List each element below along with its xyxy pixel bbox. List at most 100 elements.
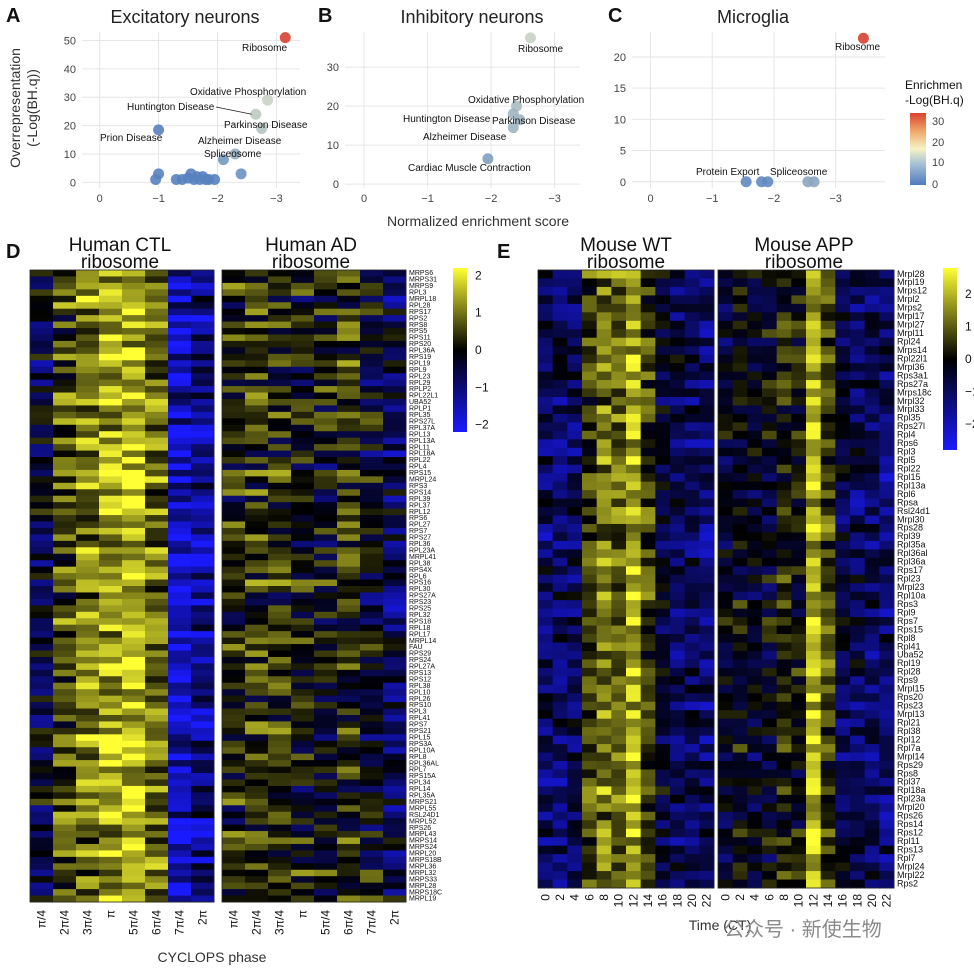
heatmap-cell [776,591,792,601]
heatmap-cell [640,701,656,711]
row-label: Mrpl14 [897,751,925,761]
heatmap-cell [699,278,715,288]
heatmap-cell [864,430,880,440]
heatmap-cell [222,727,246,735]
data-point [740,176,752,188]
heatmap-cell [835,557,851,567]
heatmap-cell [122,831,146,838]
heatmap-cell [655,650,671,660]
heatmap-cell [245,734,269,742]
heatmap-cell [53,753,77,761]
heatmap-cell [291,521,315,529]
heatmap-cell [776,566,792,576]
heatmap-cell [291,650,315,658]
heatmap-cell [291,315,315,322]
heatmap-cell [640,777,656,787]
row-label: Rpl23a [897,794,926,804]
heatmap-cell [596,456,612,466]
data-point [507,122,519,134]
heatmap-cell [747,363,763,372]
heatmap-cell [145,379,169,387]
heatmap-cell [145,727,169,735]
row-label: MRPS33 [409,876,437,883]
heatmap-cell [222,424,246,432]
heatmap-cell [850,845,866,855]
heatmap-cell [245,373,269,381]
heatmap-cell [762,591,778,601]
heatmap-cell [268,418,292,426]
heatmap-cell [191,856,215,864]
heatmap-cell [191,824,215,832]
heatmap-cell [640,693,656,703]
heatmap-cell [268,760,292,767]
heatmap-cell [76,760,100,767]
heatmap-cell [222,566,246,574]
heatmap-cell [879,744,895,753]
heatmap-cell [99,373,123,381]
heatmap-cell [582,761,598,770]
heatmap-cell [655,701,671,711]
heatmap-cell [360,457,384,464]
heatmap-cell [835,363,851,372]
heatmap-cell [314,714,338,722]
heatmap-cell [191,747,215,755]
heatmap-cell [864,845,880,855]
heatmap-cell [747,854,763,864]
heatmap-cell [718,532,734,542]
heatmap-cell [314,392,338,400]
column-tick-label: 12 [806,894,820,908]
heatmap-cell [835,270,851,279]
heatmap-cell [879,270,895,279]
heatmap-cell [245,779,269,787]
colorbar-tick-label: 2 [475,268,482,282]
heatmap-cell [245,805,269,813]
heatmap-cell [567,854,583,864]
heatmap-cell [655,447,671,457]
heatmap-cell [191,392,215,400]
heatmap-cell [747,439,763,449]
heatmap-cell [835,515,851,525]
row-label: Rpl22 [897,463,921,473]
heatmap-cell [383,895,407,903]
heatmap-cell [820,481,836,491]
heatmap-ctl-title-2: ribosome [81,252,159,273]
heatmap-cell [383,444,407,451]
heatmap-cell [383,276,407,284]
heatmap-cell [699,549,715,559]
heatmap-cell [762,557,778,567]
heatmap-cell [879,303,895,313]
heatmap-cell [567,498,583,508]
heatmap-cell [168,457,192,464]
heatmap-cell [360,431,384,439]
heatmap-cell [640,591,656,601]
heatmap-cell [99,392,123,400]
heatmap-cell [291,676,315,684]
heatmap-cell [122,508,146,516]
heatmap-cell [732,735,748,745]
heatmap-cell [314,598,338,606]
heatmap-cell [222,540,246,548]
heatmap-cell [53,495,77,503]
heatmap-cell [268,431,292,439]
heatmap-cell [611,447,627,457]
heatmap-cell [684,320,700,330]
heatmap-cell [168,579,192,587]
heatmap-cell [879,777,895,787]
point-label: Oxidative Phosphorylation [468,95,584,106]
heatmap-cell [791,862,807,872]
heatmap-cell [655,413,671,423]
heatmap-cell [626,761,642,770]
heatmap-cell [168,534,192,542]
heatmap-cell [245,714,269,722]
heatmap-cell [122,856,146,864]
heatmap-cell [552,456,568,466]
x-tick-label: −1 [421,193,434,205]
heatmap-cell [776,439,792,449]
heatmap-cell [314,618,338,626]
heatmap-cell [538,354,554,364]
heatmap-cell [291,631,315,638]
heatmap-cell [30,695,54,703]
heatmap-cell [168,560,192,568]
heatmap-cell [245,469,269,477]
heatmap-cell [245,676,269,684]
